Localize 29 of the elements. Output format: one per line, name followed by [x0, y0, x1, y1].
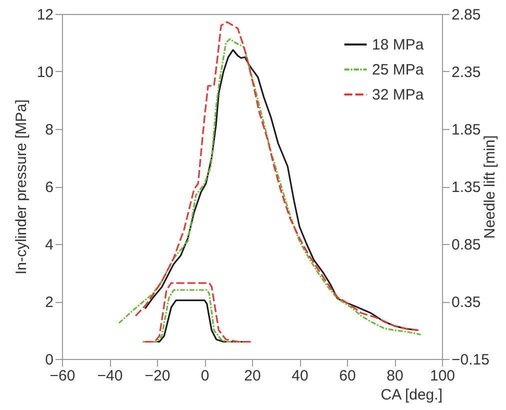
y2-tick-label: 2.35: [452, 64, 481, 81]
y-axis-title: In-cylinder pressure [MPa]: [12, 99, 30, 275]
x-tick-label: 20: [244, 368, 261, 384]
y2-tick-label: 1.35: [452, 179, 481, 196]
legend-label: 25 MPa: [372, 62, 424, 78]
y-tick-label: 10: [36, 64, 54, 81]
y-tick-label: 4: [45, 236, 54, 254]
x-tick-label: 40: [292, 368, 308, 384]
legend-label: 18 MPa: [372, 36, 424, 54]
x-tick-label: −40: [97, 368, 123, 384]
y2-tick-label: 0.35: [452, 294, 481, 311]
y2-axis-title: Needle lift [min]: [481, 135, 498, 239]
x-tick-label: 0: [200, 368, 210, 384]
y-tick-label: 0: [45, 352, 54, 368]
x-tick-label: 100: [430, 368, 456, 384]
y-tick-label: 8: [45, 122, 54, 138]
y2-tick-label: 1.85: [452, 122, 481, 138]
x-tick-label: 80: [386, 368, 404, 384]
y2-tick-label: 2.85: [452, 6, 481, 24]
x-tick-label: 60: [339, 368, 356, 384]
y2-tick-label: 0.85: [452, 236, 481, 254]
y-tick-label: 12: [36, 6, 54, 24]
legend-label: 32 MPa: [372, 86, 424, 104]
x-tick-label: −60: [50, 368, 76, 384]
x-axis-title: CA [deg.]: [380, 386, 442, 404]
y2-tick-label: −0.15: [452, 352, 490, 368]
y-tick-label: 6: [45, 179, 54, 196]
y-tick-label: 2: [45, 294, 54, 311]
x-tick-label: −20: [144, 368, 170, 384]
